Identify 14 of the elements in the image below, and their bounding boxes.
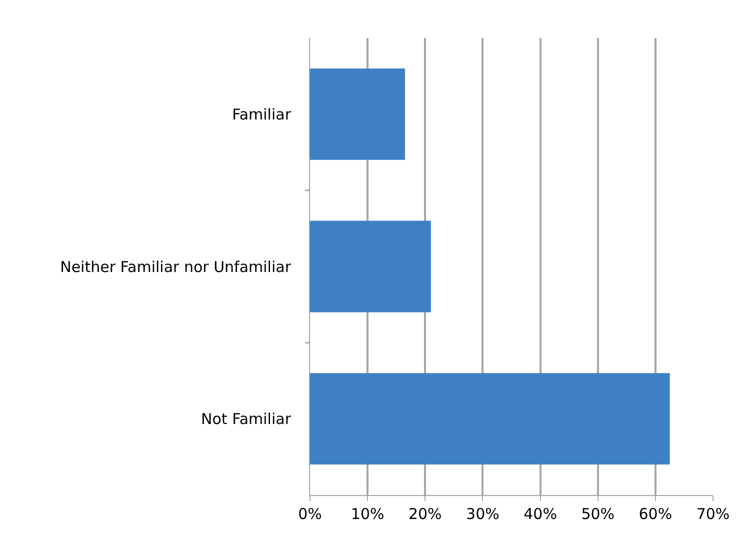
x-tick-label: 40% [524,505,557,523]
x-tick-label: 70% [696,505,730,523]
x-tick-label: 60% [638,505,672,523]
x-tick-label: 20% [408,505,442,523]
y-tick-label: Familiar [232,105,292,124]
x-tick-label: 10% [350,505,384,523]
y-tick-label: Not Familiar [201,410,292,428]
bar [310,68,405,160]
x-tick-label: 0% [298,505,322,523]
x-tick-label: 50% [581,505,615,523]
y-tick-label: Neither Familiar nor Unfamiliar [60,258,292,276]
bar [310,220,431,312]
x-tick-label: 30% [466,505,500,523]
bar [310,373,670,465]
